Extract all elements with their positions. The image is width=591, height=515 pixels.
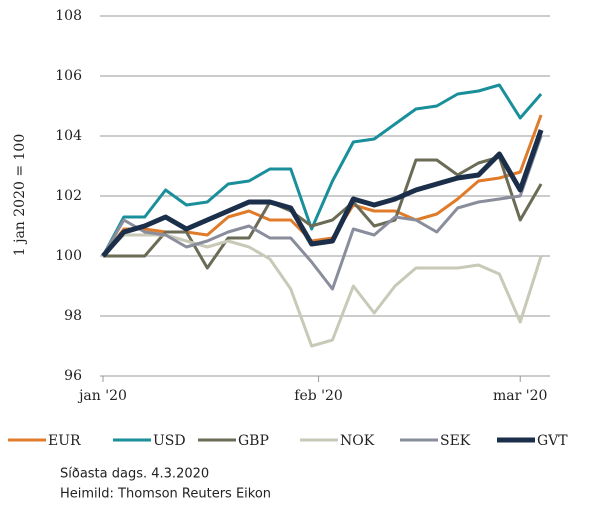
- legend-label: NOK: [340, 433, 375, 449]
- note: Heimild: Thomson Reuters Eikon: [60, 487, 271, 502]
- y-tick-label: 106: [55, 68, 82, 84]
- line-series: [101, 135, 543, 291]
- y-tick-label: 104: [55, 128, 82, 144]
- line-series: [101, 83, 543, 257]
- legend-label: SEK: [440, 433, 471, 449]
- y-tick-label: 102: [55, 188, 82, 204]
- line-series: [101, 233, 543, 348]
- line-series: [103, 155, 543, 270]
- legend-label: GBP: [238, 433, 269, 449]
- x-tick-label: feb '20: [294, 388, 343, 404]
- y-tick-label: 108: [55, 8, 82, 24]
- legend-label: GVT: [537, 433, 568, 449]
- x-tick-label: jan '20: [77, 388, 127, 404]
- y-tick-label: 100: [55, 248, 82, 264]
- x-tick-label: mar '20: [493, 388, 547, 404]
- note: Síðasta dags. 4.3.2020: [60, 467, 209, 482]
- y-tick-label: 98: [64, 308, 82, 324]
- y-axis-label: 1 jan 2020 = 100: [12, 134, 28, 257]
- legend-label: USD: [153, 433, 186, 449]
- legend-label: EUR: [48, 433, 81, 449]
- y-tick-label: 96: [64, 368, 82, 384]
- line-series: [101, 129, 544, 258]
